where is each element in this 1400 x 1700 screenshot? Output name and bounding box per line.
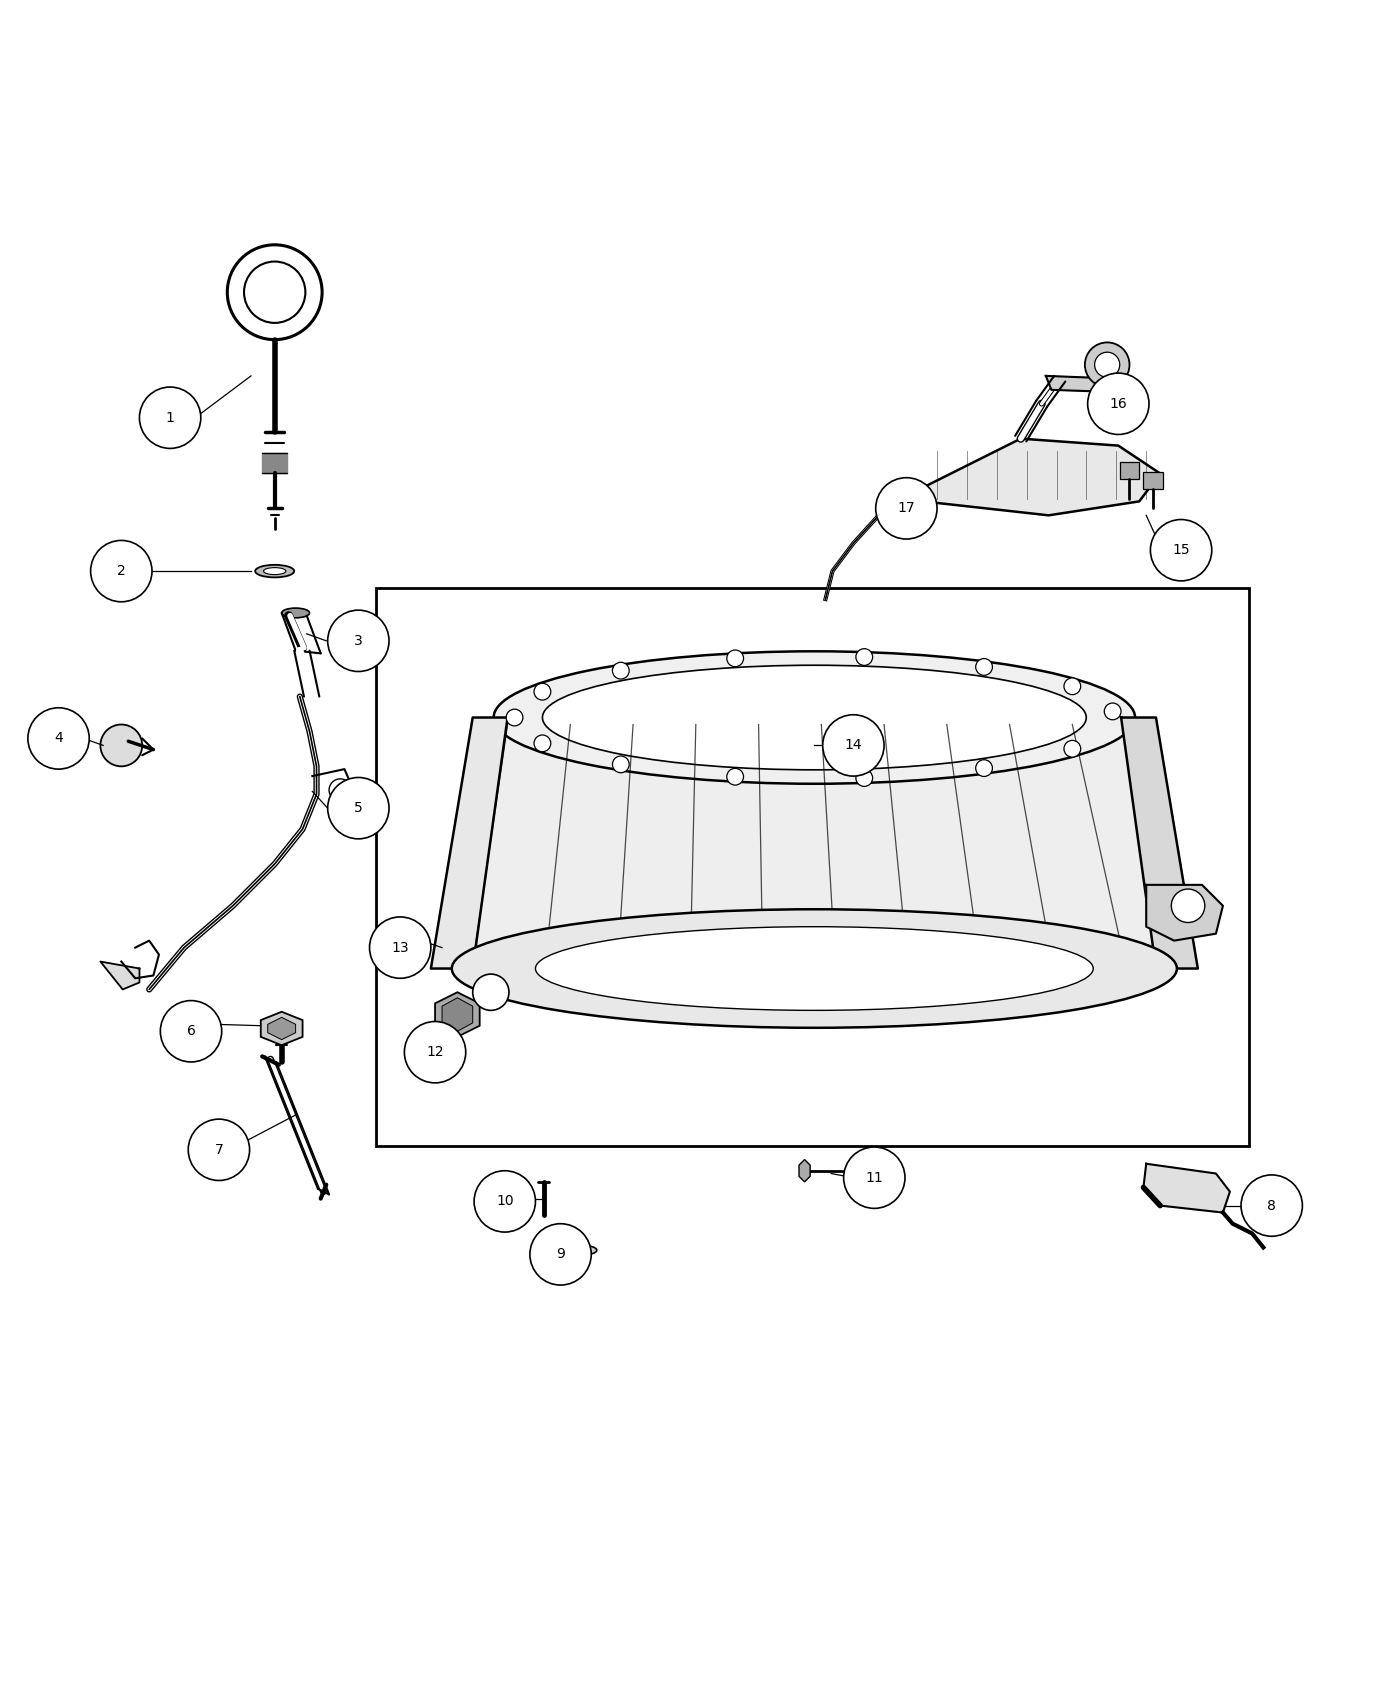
- Ellipse shape: [542, 665, 1086, 770]
- Circle shape: [1064, 741, 1081, 757]
- Circle shape: [533, 734, 550, 751]
- Polygon shape: [431, 717, 1198, 969]
- Circle shape: [1240, 1175, 1302, 1236]
- Text: 5: 5: [354, 801, 363, 816]
- Circle shape: [329, 779, 351, 801]
- Circle shape: [976, 658, 993, 675]
- Circle shape: [1151, 520, 1212, 581]
- Circle shape: [328, 610, 389, 672]
- Text: 1: 1: [165, 411, 175, 425]
- Text: 13: 13: [392, 940, 409, 955]
- Ellipse shape: [535, 927, 1093, 1010]
- Circle shape: [727, 649, 743, 666]
- Circle shape: [1088, 372, 1149, 435]
- Circle shape: [1105, 704, 1121, 719]
- Circle shape: [28, 707, 90, 768]
- Circle shape: [101, 724, 143, 767]
- Polygon shape: [260, 1012, 302, 1046]
- Ellipse shape: [494, 651, 1135, 784]
- Text: 14: 14: [844, 738, 862, 753]
- Text: 3: 3: [354, 634, 363, 648]
- Circle shape: [844, 1148, 904, 1209]
- Circle shape: [1172, 889, 1205, 923]
- Polygon shape: [1144, 473, 1163, 490]
- Circle shape: [855, 770, 872, 787]
- Text: 16: 16: [1109, 396, 1127, 411]
- Text: 9: 9: [556, 1248, 566, 1261]
- Text: 6: 6: [186, 1025, 196, 1039]
- Bar: [377, 588, 1249, 1146]
- Circle shape: [188, 1119, 249, 1180]
- Polygon shape: [799, 1159, 811, 1182]
- Circle shape: [529, 1224, 591, 1285]
- Polygon shape: [101, 962, 140, 989]
- Ellipse shape: [452, 910, 1177, 1028]
- Polygon shape: [923, 439, 1161, 515]
- Polygon shape: [442, 998, 473, 1032]
- Circle shape: [1095, 352, 1120, 377]
- Text: 2: 2: [118, 564, 126, 578]
- Polygon shape: [1120, 462, 1140, 479]
- Text: 10: 10: [496, 1195, 514, 1209]
- Polygon shape: [1147, 886, 1224, 940]
- Ellipse shape: [281, 609, 309, 617]
- Circle shape: [475, 1171, 535, 1232]
- Text: 12: 12: [426, 1046, 444, 1059]
- Ellipse shape: [566, 1246, 596, 1255]
- Circle shape: [370, 916, 431, 977]
- Circle shape: [244, 262, 305, 323]
- Circle shape: [473, 974, 510, 1010]
- Ellipse shape: [263, 568, 286, 575]
- Text: 11: 11: [865, 1171, 883, 1185]
- Circle shape: [976, 760, 993, 777]
- Circle shape: [328, 777, 389, 838]
- Circle shape: [823, 714, 883, 777]
- Text: 8: 8: [1267, 1198, 1277, 1212]
- Circle shape: [161, 1001, 221, 1062]
- Circle shape: [612, 756, 629, 774]
- Polygon shape: [1121, 717, 1198, 969]
- Ellipse shape: [255, 564, 294, 578]
- Circle shape: [405, 1022, 466, 1083]
- Circle shape: [1064, 678, 1081, 695]
- Text: 7: 7: [214, 1142, 223, 1156]
- Ellipse shape: [573, 1248, 589, 1253]
- Circle shape: [140, 388, 200, 449]
- Circle shape: [91, 541, 153, 602]
- Circle shape: [727, 768, 743, 785]
- Polygon shape: [267, 1017, 295, 1040]
- Text: 4: 4: [55, 731, 63, 745]
- Circle shape: [1085, 342, 1130, 388]
- Circle shape: [533, 683, 550, 700]
- Polygon shape: [431, 717, 508, 969]
- Circle shape: [855, 649, 872, 665]
- Polygon shape: [1144, 1164, 1229, 1212]
- Text: 15: 15: [1172, 544, 1190, 558]
- Circle shape: [875, 478, 937, 539]
- Polygon shape: [1046, 376, 1130, 393]
- Text: 17: 17: [897, 502, 916, 515]
- Circle shape: [507, 709, 524, 726]
- Polygon shape: [435, 993, 480, 1037]
- Circle shape: [612, 663, 629, 678]
